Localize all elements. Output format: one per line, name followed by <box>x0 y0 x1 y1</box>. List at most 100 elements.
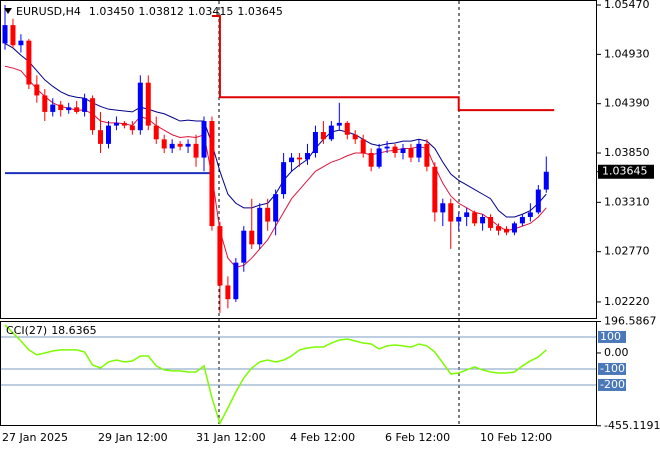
candle-body <box>42 95 48 112</box>
level-label-box <box>598 362 626 375</box>
candle-body <box>424 143 430 167</box>
candle-body <box>241 230 247 263</box>
candle-body <box>312 132 318 154</box>
candle-body <box>281 162 287 195</box>
candle-body <box>408 148 414 158</box>
candle-body <box>74 107 80 112</box>
current-price-box <box>598 164 654 179</box>
upper-level <box>211 14 555 112</box>
candle-body <box>416 143 422 158</box>
candle-body <box>448 203 454 222</box>
x-tick-label: 31 Jan 12:00 <box>196 431 266 444</box>
candle-body <box>169 143 175 149</box>
y-tick-label: 1.04930 <box>604 47 650 60</box>
candle-body <box>400 148 406 154</box>
x-axis: 27 Jan 2025 29 Jan 12:00 31 Jan 12:00 4 … <box>2 431 552 444</box>
y-tick-label: 100 <box>600 330 621 343</box>
candle-body <box>2 25 8 44</box>
price-plot <box>2 5 555 313</box>
low-label: 1.03415 <box>188 5 234 18</box>
candle-body <box>392 146 398 154</box>
candle-body <box>50 104 56 112</box>
y-tick-label: -100 <box>600 362 625 375</box>
symbol-text: EURUSD,H4 <box>16 5 81 18</box>
header: EURUSD,H4 1.03450 1.03812 1.03415 1.03645 CC… <box>4 5 283 337</box>
candle-body <box>217 226 223 286</box>
price-panel <box>0 0 597 319</box>
candle-body <box>161 139 167 149</box>
cci-value: 18.6365 <box>51 324 97 337</box>
candle-body <box>289 157 295 163</box>
candle-body <box>297 157 303 160</box>
candle-body <box>472 212 478 224</box>
candle-body <box>352 134 358 140</box>
candle-body <box>209 121 215 227</box>
y-tick-label: 1.03310 <box>604 195 650 208</box>
cci-plot <box>1 324 596 426</box>
close-label: 1.03645 <box>237 5 283 18</box>
y-tick-label: 1.02770 <box>604 245 650 258</box>
x-tick-label: 29 Jan 12:00 <box>98 431 168 444</box>
candle-body <box>201 121 207 158</box>
candle-body <box>249 230 255 245</box>
y-tick-label: 1.03850 <box>604 146 650 159</box>
candle-body <box>121 122 127 126</box>
cci-name: CCI(27) <box>6 324 47 337</box>
candle-body <box>225 285 231 300</box>
candle-body <box>480 216 486 224</box>
candle-body <box>26 40 32 85</box>
y-tick-label: 1.02220 <box>604 295 650 308</box>
menu-triangle <box>4 8 12 14</box>
open-label: 1.03450 <box>89 5 135 18</box>
candle-body <box>257 207 263 245</box>
candle-body <box>328 125 334 140</box>
candle-body <box>98 130 104 144</box>
x-tick-label: 10 Feb 12:00 <box>480 431 552 444</box>
cci-line <box>4 324 547 426</box>
candle-body <box>113 122 119 126</box>
candle-body <box>488 216 494 228</box>
candle-body <box>440 203 446 213</box>
y-tick-label: 1.05470 <box>604 0 650 11</box>
current-price-label: 1.03645 <box>602 165 648 178</box>
level-label-box <box>598 378 626 391</box>
candle-body <box>137 82 143 131</box>
candle-body <box>10 25 16 46</box>
candle-body <box>503 228 509 233</box>
candle-body <box>360 139 366 154</box>
x-tick-label: 27 Jan 2025 <box>2 431 68 444</box>
candle-body <box>193 143 199 158</box>
marks <box>1 5 596 426</box>
candle-body <box>66 107 72 111</box>
candle-body <box>496 226 502 231</box>
candle-body <box>432 166 438 213</box>
x-tick-label: 4 Feb 12:00 <box>290 431 355 444</box>
candle-body <box>527 212 533 217</box>
y-tick-label: 196.5867 <box>604 315 657 328</box>
symbol: EURUSD,H4 1.03450 1.03812 1.03415 1.03645 <box>16 5 283 18</box>
candle-body <box>34 84 40 96</box>
candle-body <box>233 262 239 300</box>
y-tick-label: 1.04390 <box>604 97 650 110</box>
candle-body <box>368 153 374 167</box>
candle-body <box>90 98 96 131</box>
high-label: 1.03812 <box>138 5 184 18</box>
candle-body <box>185 143 191 147</box>
cci-title: CCI(27) 18.6365 <box>6 324 97 337</box>
candle-body <box>82 98 88 112</box>
candle-body <box>177 143 183 147</box>
y-tick-label: 0.00 <box>604 346 629 359</box>
candle-body <box>384 146 390 149</box>
candle-body <box>129 125 135 131</box>
candle-body <box>456 216 462 222</box>
y-tick-label: -455.1191 <box>604 419 660 432</box>
candle-body <box>535 189 541 213</box>
candle-body <box>18 40 24 46</box>
candle-body <box>320 132 326 140</box>
candle-body <box>145 82 151 126</box>
y-tick-label: -200 <box>600 378 625 391</box>
candle-body <box>344 122 350 135</box>
level-label-box <box>598 330 626 343</box>
candle-body <box>58 104 64 111</box>
